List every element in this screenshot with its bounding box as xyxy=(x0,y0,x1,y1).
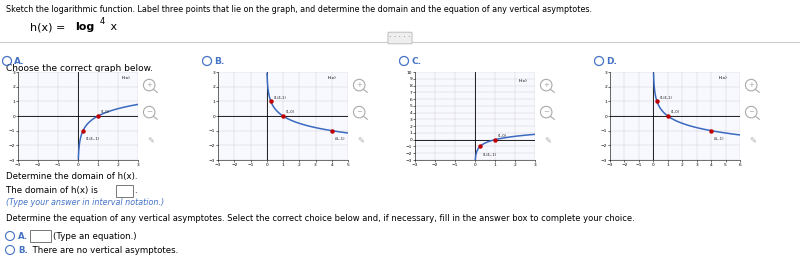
Text: (4,-1): (4,-1) xyxy=(334,137,345,141)
FancyBboxPatch shape xyxy=(30,230,50,241)
Text: (4,1): (4,1) xyxy=(0,279,1,280)
Text: (1,0): (1,0) xyxy=(101,110,110,114)
Text: ✎: ✎ xyxy=(750,137,757,146)
Text: · · · · ·: · · · · · xyxy=(390,34,410,43)
FancyBboxPatch shape xyxy=(115,185,133,197)
Text: A.: A. xyxy=(18,232,28,241)
Text: B.: B. xyxy=(214,57,224,66)
Text: (1/4,-1): (1/4,-1) xyxy=(86,137,100,141)
Text: (1,0): (1,0) xyxy=(498,134,507,138)
Text: +: + xyxy=(748,82,754,88)
Text: (1/4,-1): (1/4,-1) xyxy=(482,153,497,157)
Text: Determine the domain of h(x).: Determine the domain of h(x). xyxy=(6,172,138,181)
Text: +: + xyxy=(356,82,362,88)
Text: (1/4,1): (1/4,1) xyxy=(660,95,673,100)
Text: +: + xyxy=(543,82,549,88)
Text: ✎: ✎ xyxy=(147,137,154,146)
Text: h(x): h(x) xyxy=(518,79,527,83)
Text: log: log xyxy=(75,22,94,32)
Text: (Type an equation.): (Type an equation.) xyxy=(53,232,137,241)
Text: h(x): h(x) xyxy=(327,76,336,80)
Text: (1,0): (1,0) xyxy=(286,110,295,114)
Text: The domain of h(x) is: The domain of h(x) is xyxy=(6,186,101,195)
Text: Sketch the logarithmic function. Label three points that lie on the graph, and d: Sketch the logarithmic function. Label t… xyxy=(6,5,592,14)
Text: +: + xyxy=(146,82,152,88)
Text: h(x) =: h(x) = xyxy=(30,22,69,32)
Text: (4,1): (4,1) xyxy=(0,279,1,280)
Text: (1/4,1): (1/4,1) xyxy=(274,95,286,100)
Text: Determine the equation of any vertical asymptotes. Select the correct choice bel: Determine the equation of any vertical a… xyxy=(6,214,634,223)
Text: A.: A. xyxy=(14,57,25,66)
Text: .: . xyxy=(134,186,137,195)
Text: Choose the correct graph below.: Choose the correct graph below. xyxy=(6,64,153,73)
Text: h(x): h(x) xyxy=(122,76,130,80)
Text: −: − xyxy=(543,109,549,115)
Text: C.: C. xyxy=(411,57,421,66)
Text: x: x xyxy=(107,22,117,32)
Text: B.: B. xyxy=(18,246,28,255)
Text: (1,0): (1,0) xyxy=(670,110,680,114)
Text: h(x): h(x) xyxy=(718,76,727,80)
Text: (4,-1): (4,-1) xyxy=(714,137,725,141)
Text: 4: 4 xyxy=(100,17,106,26)
Text: There are no vertical asymptotes.: There are no vertical asymptotes. xyxy=(27,246,178,255)
Text: −: − xyxy=(356,109,362,115)
Text: D.: D. xyxy=(606,57,617,66)
Text: ✎: ✎ xyxy=(545,137,551,146)
Text: (Type your answer in interval notation.): (Type your answer in interval notation.) xyxy=(6,198,164,207)
Text: −: − xyxy=(748,109,754,115)
Text: ✎: ✎ xyxy=(358,137,365,146)
Text: −: − xyxy=(146,109,152,115)
